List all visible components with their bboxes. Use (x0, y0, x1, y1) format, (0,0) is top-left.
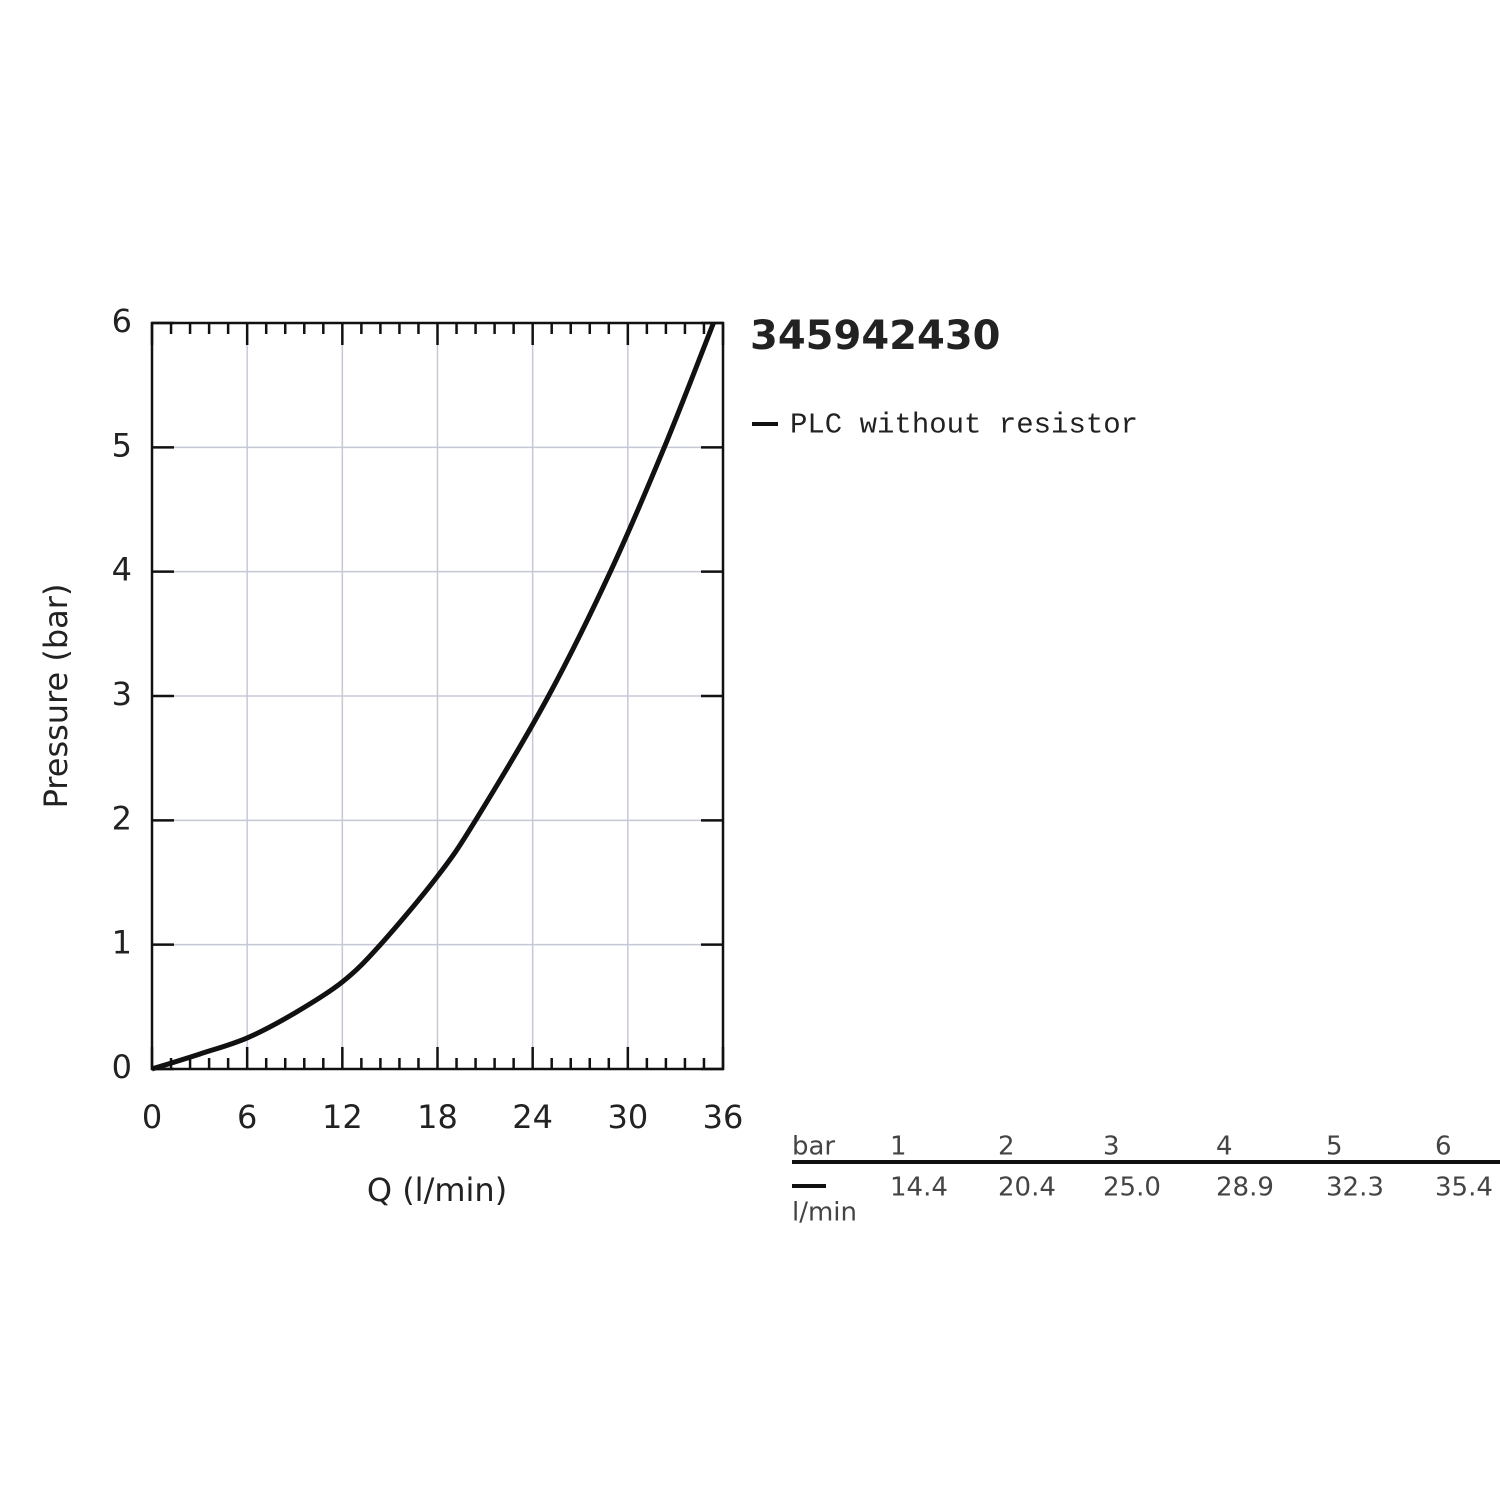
chart-title: 345942430 (750, 313, 1001, 359)
y-tick-label: 5 (112, 426, 132, 464)
table-header: 3 (1103, 1132, 1120, 1162)
data-line (151, 322, 716, 1072)
y-axis-label: Pressure (bar) (37, 584, 75, 809)
x-tick-label: 12 (322, 1098, 363, 1136)
x-tick-label: 30 (607, 1098, 648, 1136)
y-tick-label: 2 (112, 799, 132, 837)
y-tick-label: 1 (112, 924, 132, 962)
x-tick-label: 6 (237, 1098, 257, 1136)
table-unit: l/min (792, 1198, 857, 1228)
y-tick-label: 0 (112, 1048, 132, 1086)
table-header: 4 (1216, 1132, 1233, 1162)
x-tick-label: 24 (512, 1098, 553, 1136)
x-tick-label: 36 (703, 1098, 744, 1136)
table-value: 25.0 (1103, 1173, 1161, 1203)
table-header: bar (792, 1132, 835, 1162)
table-value: 28.9 (1216, 1173, 1274, 1203)
y-tick-label: 4 (112, 551, 132, 589)
table-value: 35.4 (1435, 1173, 1493, 1203)
y-tick-label: 3 (112, 675, 132, 713)
table-value: 20.4 (998, 1173, 1056, 1203)
table-header: 2 (998, 1132, 1015, 1162)
y-tick-label: 6 (112, 302, 132, 340)
table-header: 5 (1326, 1132, 1343, 1162)
table-header: 6 (1435, 1132, 1452, 1162)
legend-label: PLC without resistor (790, 409, 1138, 442)
x-tick-label: 18 (417, 1098, 458, 1136)
table-value: 14.4 (890, 1173, 948, 1203)
x-axis-label: Q (l/min) (367, 1171, 507, 1209)
table-header: 1 (890, 1132, 907, 1162)
x-tick-label: 0 (142, 1098, 162, 1136)
table-value: 32.3 (1326, 1173, 1384, 1203)
